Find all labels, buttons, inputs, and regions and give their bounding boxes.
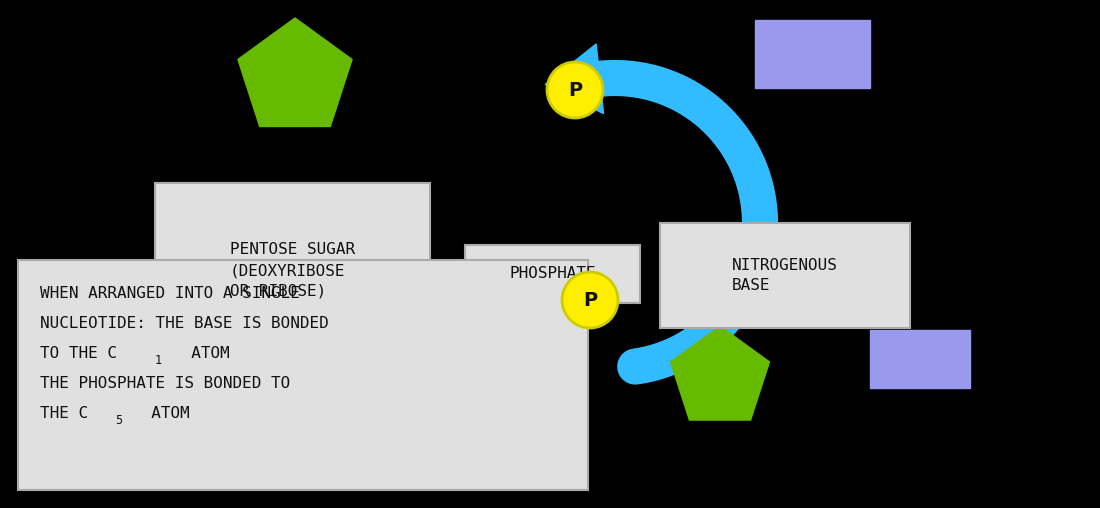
FancyBboxPatch shape [660,223,910,328]
Text: ATOM: ATOM [172,345,230,361]
Polygon shape [546,44,604,114]
FancyBboxPatch shape [155,183,430,358]
Text: NITROGENOUS
BASE: NITROGENOUS BASE [733,258,838,294]
FancyBboxPatch shape [18,260,588,490]
Text: 5: 5 [116,415,122,428]
Text: THE PHOSPHATE IS BONDED TO: THE PHOSPHATE IS BONDED TO [40,375,290,391]
Polygon shape [671,326,770,420]
Text: NUCLEOTIDE: THE BASE IS BONDED: NUCLEOTIDE: THE BASE IS BONDED [40,315,329,331]
Text: P: P [568,80,582,100]
Circle shape [562,272,618,328]
Text: 1: 1 [155,355,162,367]
Text: WHEN ARRANGED INTO A SINGLE: WHEN ARRANGED INTO A SINGLE [40,285,300,301]
Circle shape [547,62,603,118]
Text: PHOSPHATE: PHOSPHATE [509,267,596,281]
Text: ATOM: ATOM [132,405,189,421]
Text: TO THE C: TO THE C [40,345,117,361]
Text: P: P [583,291,597,309]
Text: THE C: THE C [40,405,88,421]
Bar [755,20,870,88]
Text: PENTOSE SUGAR
(DEOXYRIBOSE
OR RIBOSE): PENTOSE SUGAR (DEOXYRIBOSE OR RIBOSE) [230,242,355,299]
Bar [870,330,970,388]
Polygon shape [238,18,352,126]
FancyBboxPatch shape [465,245,640,303]
